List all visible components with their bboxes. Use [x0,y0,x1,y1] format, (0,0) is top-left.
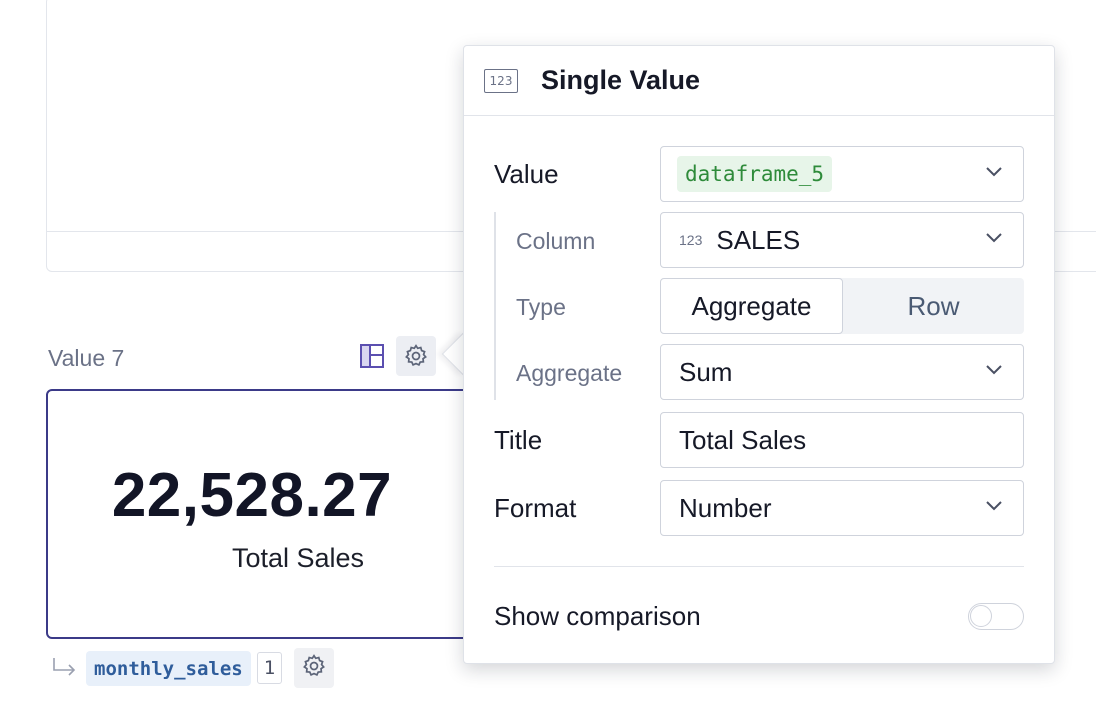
toggle-knob [970,605,992,627]
column-selected-value: SALES [716,224,801,255]
type-label: Type [516,294,566,320]
gear-icon [301,653,327,684]
number-type-icon: 123 [484,68,518,93]
layout-icon [359,343,385,369]
source-dataframe-chip[interactable]: monthly_sales [86,650,251,686]
cell-settings-button[interactable] [396,336,436,376]
title-input[interactable]: Total Sales [660,412,1024,468]
value-label: Value [494,159,559,189]
popover-divider [494,566,1024,567]
format-selected-value: Number [679,492,772,523]
aggregate-selected-value: Sum [679,356,733,387]
show-comparison-label: Show comparison [494,601,701,631]
column-label: Column [516,228,596,254]
dataframe-chip: dataframe_5 [677,156,833,192]
show-comparison-toggle[interactable] [968,603,1024,630]
return-arrow-icon [48,652,80,684]
popover-title: Single Value [541,65,701,95]
layout-button[interactable] [352,336,392,376]
source-count-badge: 1 [256,652,283,684]
cell-label: Value 7 [48,345,125,371]
chevron-down-icon [985,499,1003,517]
single-value-title: Total Sales [231,543,365,573]
type-segmented-control: Aggregate Row [660,278,1024,334]
value-dataframe-select[interactable]: dataframe_5 [660,146,1024,202]
format-select[interactable]: Number [660,480,1024,536]
source-row: monthly_sales 1 [48,648,335,688]
chevron-down-icon [985,231,1003,249]
sub-settings-bar [494,212,496,400]
single-value-number: 22,528.27 [111,461,393,530]
title-label: Title [494,425,543,455]
cell-toolbar [352,336,436,376]
type-option-aggregate[interactable]: Aggregate [660,278,843,334]
single-value-card[interactable] [46,389,526,639]
type-option-row[interactable]: Row [907,290,960,321]
source-settings-button[interactable] [294,648,335,688]
aggregate-select[interactable]: Sum [660,344,1024,400]
title-input-value: Total Sales [679,424,807,455]
column-select[interactable]: 123 SALES [660,212,1024,268]
chevron-down-icon [985,363,1003,381]
gear-icon [403,343,429,369]
chevron-down-icon [985,165,1003,183]
number-column-icon: 123 [679,232,703,248]
format-label: Format [494,493,577,523]
popover-header: 123 Single Value [464,46,1054,116]
aggregate-label: Aggregate [516,360,623,386]
